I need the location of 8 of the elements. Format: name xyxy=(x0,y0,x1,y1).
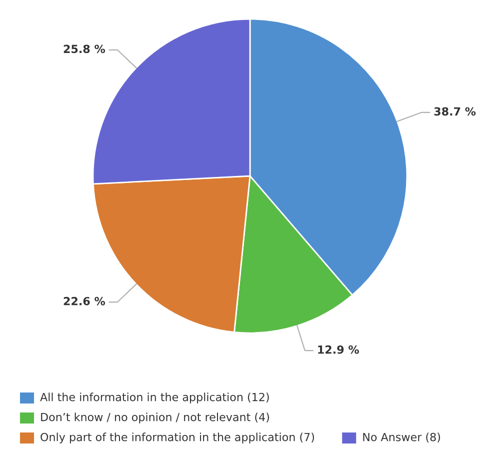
data-label: 22.6 % xyxy=(64,296,106,306)
data-label: 25.8 % xyxy=(64,44,106,54)
legend-label: Don’t know / no opinion / not relevant (4) xyxy=(41,412,269,424)
data-label: 12.9 % xyxy=(318,345,359,354)
legend-label: No Answer (8) xyxy=(363,432,440,443)
legend-label: All the information in the application (12) xyxy=(40,392,269,404)
data-label: 38.7 % xyxy=(434,107,476,116)
legend-label: Only part of the information in the application (7) xyxy=(40,432,314,444)
